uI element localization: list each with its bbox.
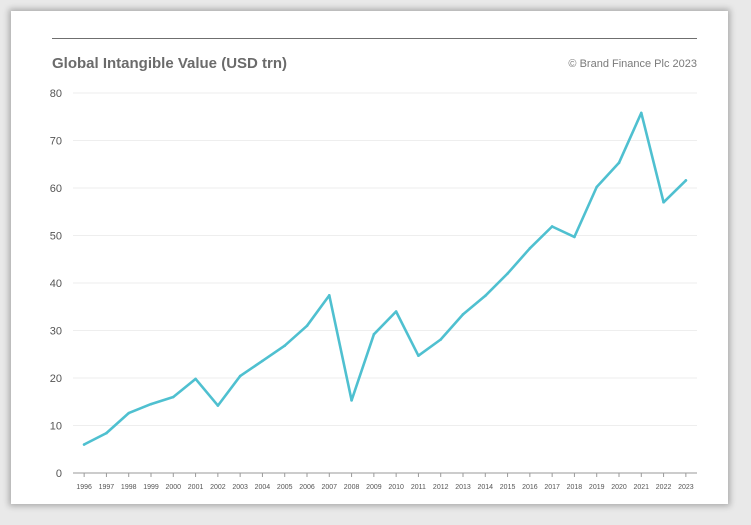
x-tick-label: 2005 — [277, 484, 293, 491]
x-tick-label: 2022 — [656, 484, 672, 491]
line-chart: 0 10 20 30 40 50 60 70 80 1996 1997 1998 1999 2000 200… — [50, 88, 697, 491]
data-point — [684, 179, 688, 182]
header-rule — [52, 38, 697, 39]
data-point — [327, 294, 331, 297]
data-point — [350, 399, 353, 402]
data-point — [238, 374, 242, 378]
y-tick-label: 0 — [56, 468, 62, 480]
x-tick-label: 2011 — [411, 484, 426, 491]
x-tick-label: 2006 — [299, 484, 315, 491]
data-point — [528, 247, 532, 250]
data-point — [171, 395, 175, 399]
data-point — [483, 294, 487, 298]
data-point — [617, 161, 621, 165]
y-tick-label: 30 — [50, 326, 62, 338]
y-tick-label: 40 — [50, 278, 62, 290]
x-tick-label: 1996 — [76, 484, 92, 491]
y-tick-label: 20 — [50, 373, 62, 385]
data-point — [261, 359, 264, 363]
data-point — [82, 443, 86, 446]
data-point — [662, 200, 665, 204]
series-line — [82, 111, 688, 446]
data-point — [372, 333, 376, 336]
chart-card: Global Intangible Value (USD trn) © Bran… — [11, 11, 728, 504]
data-point — [639, 111, 643, 115]
x-tick-label: 1997 — [99, 484, 115, 491]
x-tick-label: 1999 — [143, 484, 159, 491]
x-tick-label: 2010 — [388, 484, 404, 491]
x-tick-label: 2017 — [544, 484, 560, 491]
data-point — [194, 377, 197, 381]
x-tick-label: 2004 — [255, 484, 271, 491]
y-tick-label: 10 — [50, 421, 62, 433]
data-point — [439, 338, 443, 341]
data-point — [461, 313, 465, 316]
data-point — [149, 402, 153, 406]
x-tick-label: 1998 — [121, 484, 137, 491]
x-tick-label: 2019 — [589, 484, 605, 491]
copyright-credit: © Brand Finance Plc 2023 — [568, 58, 697, 70]
data-point — [506, 272, 509, 275]
data-point — [550, 225, 554, 228]
x-tick-label: 2014 — [477, 484, 493, 491]
x-tick-label: 2015 — [500, 484, 516, 491]
x-tick-label: 2007 — [321, 484, 337, 491]
x-tick-label: 2003 — [232, 484, 248, 491]
data-point — [105, 431, 108, 435]
x-tick-label: 2009 — [366, 484, 382, 491]
chart-title: Global Intangible Value (USD trn) — [52, 55, 288, 72]
x-tick-label: 2021 — [633, 484, 649, 491]
y-tick-label: 70 — [50, 136, 62, 148]
x-tick-label: 2018 — [567, 484, 583, 491]
data-point — [283, 344, 287, 348]
data-point — [127, 411, 131, 415]
data-point — [595, 185, 599, 189]
data-point — [573, 235, 576, 239]
x-tick-label: 2016 — [522, 484, 538, 491]
x-tick-label: 2008 — [344, 484, 360, 491]
x-tick-label: 2020 — [611, 484, 627, 491]
x-tick-label: 2012 — [433, 484, 449, 491]
x-tick-label: 2013 — [455, 484, 471, 491]
data-point — [216, 404, 220, 407]
x-tick-label: 2000 — [165, 484, 181, 491]
data-point — [394, 310, 398, 313]
y-tick-label: 60 — [50, 183, 62, 195]
x-tick-label: 2001 — [188, 484, 204, 491]
y-tick-label: 80 — [50, 88, 62, 100]
data-point — [305, 324, 309, 328]
y-tick-label: 50 — [50, 231, 62, 243]
x-tick-label: 2023 — [678, 484, 694, 491]
x-tick-label: 2002 — [210, 484, 226, 491]
data-point — [417, 354, 420, 357]
